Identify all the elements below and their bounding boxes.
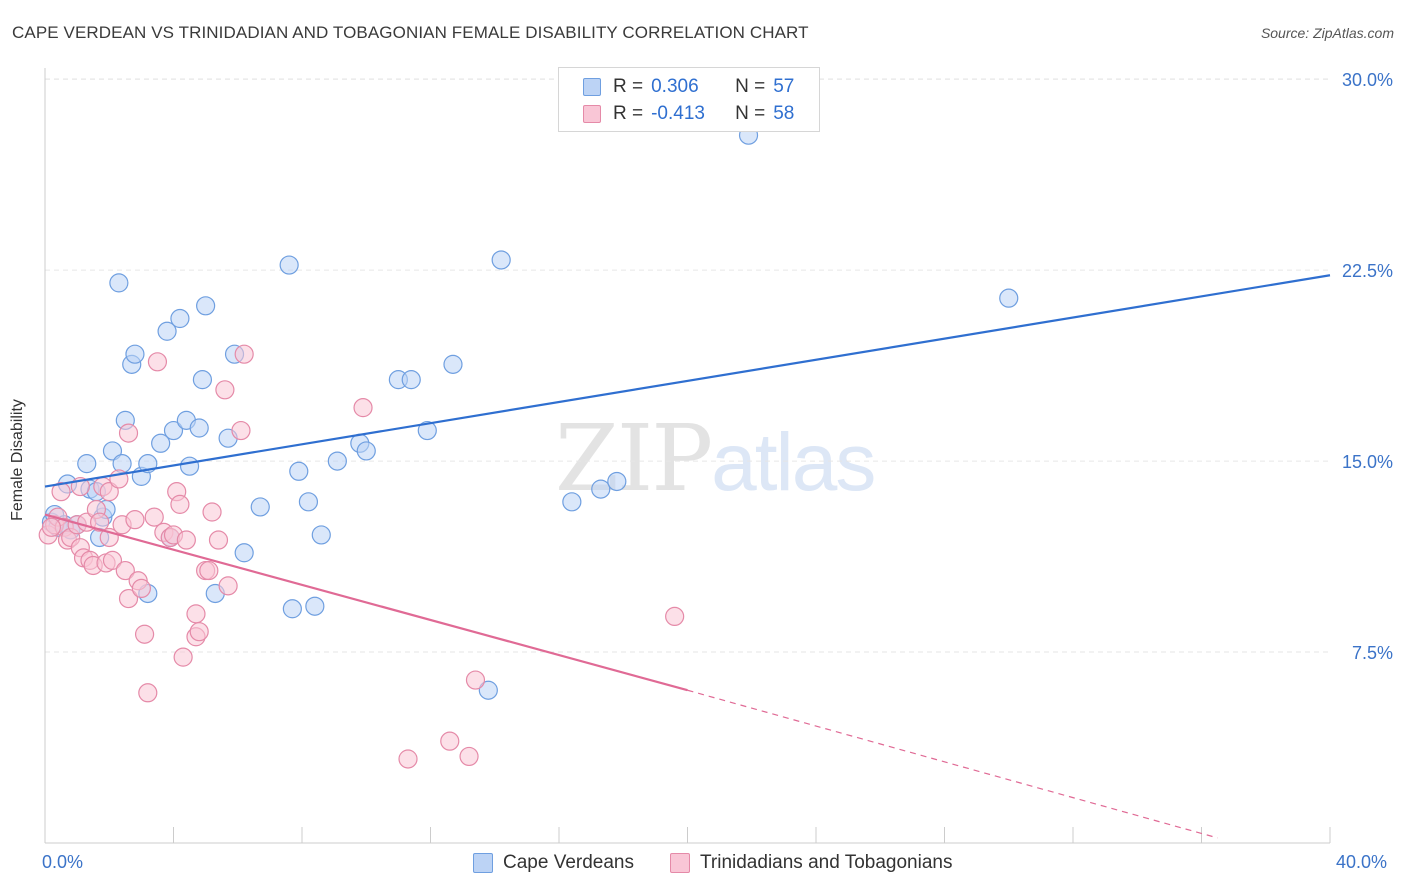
legend-row-cape-verdeans: R = 0.306 N = 57: [583, 75, 794, 99]
cape-verdean-point: [125, 344, 145, 364]
legend-r-label: R =: [613, 76, 644, 97]
trinidadian-point: [465, 670, 486, 690]
trinidadian-point: [134, 624, 155, 644]
cape-verdean-point: [562, 492, 582, 512]
watermark-zip: ZIP: [555, 405, 713, 512]
cape-verdean-point: [607, 471, 627, 492]
trinidadian-point: [173, 647, 193, 667]
legend-n-value: 57: [773, 76, 795, 97]
cape-verdean-point: [234, 543, 254, 563]
y-tick-label: 15.0%: [1342, 452, 1393, 472]
cape-verdean-point: [327, 451, 347, 471]
legend-r-value: -0.413: [651, 103, 705, 124]
y-tick-label: 7.5%: [1352, 643, 1393, 663]
y-axis-label: Female Disability: [9, 399, 26, 521]
trinidadian-point: [144, 507, 164, 527]
cape-verdean-point: [305, 596, 325, 616]
trinidadian-point: [170, 494, 190, 514]
legend-r-label: R =: [613, 103, 644, 124]
cape-verdean-point: [189, 418, 209, 438]
trinidadian-point: [398, 749, 418, 769]
trinidadian-point: [102, 550, 123, 570]
x-tick-min: 0.0%: [42, 852, 84, 872]
watermark: ZIPatlas: [555, 405, 876, 512]
trinidadian-point: [215, 380, 235, 400]
cape-verdean-point: [102, 441, 123, 461]
cape-verdean-point: [401, 370, 421, 390]
y-tick-label: 30.0%: [1342, 70, 1393, 90]
legend-swatch-blue: [583, 78, 601, 96]
trinidadian-point: [199, 560, 219, 581]
chart-title: CAPE VERDEAN VS TRINIDADIAN AND TOBAGONI…: [12, 23, 809, 42]
trinidadian-point: [176, 530, 196, 550]
trinidadian-point: [208, 530, 229, 550]
cape-verdean-point: [196, 296, 216, 316]
trinidadian-point: [118, 588, 139, 609]
legend-label: Trinidadians and Tobagonians: [700, 852, 953, 873]
trinidadian-point: [665, 606, 685, 627]
trinidadian-point: [90, 512, 110, 532]
trinidadian-point: [459, 746, 479, 767]
cape-verdean-point: [282, 599, 302, 619]
legend-n-label: N =: [735, 76, 766, 97]
trinidadian-trendline-extrapolated: [687, 689, 1218, 839]
legend-row-trinidadians: R = -0.413 N = 58: [583, 102, 794, 126]
legend-item-cape-verdeans[interactable]: Cape Verdeans: [473, 852, 634, 874]
cape-verdean-point: [163, 420, 184, 441]
cape-verdean-point: [170, 308, 190, 329]
legend-swatch-pink: [583, 105, 601, 123]
watermark-atlas: atlas: [711, 417, 876, 508]
cape-verdean-point: [999, 288, 1019, 308]
trinidadian-point: [231, 420, 251, 441]
legend-item-trinidadians[interactable]: Trinidadians and Tobagonians: [670, 852, 952, 874]
source-credit: Source: ZipAtlas.com: [1260, 25, 1394, 41]
y-tick-label: 22.5%: [1342, 261, 1393, 281]
trinidadian-point: [218, 576, 238, 596]
cape-verdean-point: [356, 441, 376, 461]
trinidadian-point: [125, 510, 145, 530]
legend-n-label: N =: [735, 103, 766, 124]
trinidadian-point: [353, 398, 373, 418]
cape-verdean-point: [109, 273, 129, 293]
cape-verdean-point: [417, 420, 437, 441]
cape-verdean-point: [250, 497, 270, 517]
legend-swatch-pink: [670, 853, 690, 873]
trinidadian-point: [202, 502, 222, 522]
cape-verdean-point: [591, 479, 611, 499]
cape-verdean-point: [311, 525, 331, 545]
x-tick-max: 40.0%: [1336, 852, 1388, 872]
trinidadian-point: [234, 344, 254, 364]
legend-n-value: 58: [773, 103, 795, 124]
cape-verdean-point: [289, 461, 309, 481]
trinidadian-point: [189, 622, 209, 642]
cape-verdean-point: [298, 492, 319, 512]
cape-verdean-point: [279, 255, 299, 275]
trinidadian-point: [118, 423, 139, 443]
legend-swatch-blue: [473, 853, 493, 873]
cape-verdean-point: [151, 433, 171, 453]
trinidadian-trendline: [44, 513, 688, 692]
cape-verdean-point: [491, 250, 511, 270]
cape-verdean-point: [192, 370, 213, 390]
trinidadian-point: [147, 352, 168, 372]
legend-r-value: 0.306: [651, 76, 699, 97]
cape-verdean-trendline: [44, 274, 1331, 488]
trinidadian-point: [41, 517, 62, 537]
trinidadian-point: [138, 683, 158, 703]
trinidadian-point: [115, 560, 135, 581]
trinidadian-point: [186, 604, 206, 624]
stats-legend: R = 0.306 N = 57 R = -0.413 N = 58: [558, 67, 820, 132]
legend-label: Cape Verdeans: [503, 852, 634, 873]
trinidadian-point: [51, 482, 71, 502]
trinidadian-point: [99, 482, 119, 502]
trinidadian-point: [440, 731, 460, 751]
cape-verdean-point: [443, 354, 463, 374]
cape-verdean-point: [179, 456, 200, 476]
cape-verdean-point: [157, 321, 177, 341]
cape-verdean-point: [478, 680, 498, 700]
cape-verdean-point: [77, 454, 97, 474]
series-legend: Cape Verdeans Trinidadians and Tobagonia…: [0, 852, 1406, 878]
trinidadian-point: [131, 578, 151, 599]
